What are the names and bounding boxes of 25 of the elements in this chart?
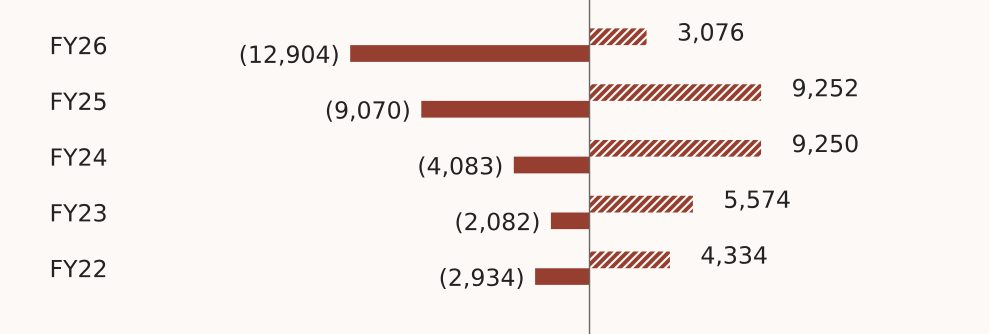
y-tick-label: FY22 [52, 260, 106, 278]
y-tick-label: FY23 [52, 204, 106, 222]
data-label: (12,904) [240, 44, 338, 66]
data-label: 4,334 [702, 246, 767, 266]
bar [590, 84, 762, 101]
bar [590, 28, 647, 46]
data-label: 9,250 [793, 134, 858, 155]
data-label: (2,934) [440, 268, 523, 289]
data-label: (4,083) [419, 156, 502, 178]
y-tick-label: FY25 [52, 92, 106, 110]
data-label: 5,574 [725, 190, 790, 211]
bar [550, 212, 590, 230]
bar [590, 196, 693, 212]
data-label: 9,252 [793, 78, 857, 100]
bar [350, 45, 590, 62]
data-label: 3,076 [678, 23, 744, 44]
data-label: (9,070) [326, 100, 409, 122]
bar [421, 100, 590, 118]
y-tick-label: FY24 [52, 148, 106, 166]
bar [535, 268, 590, 285]
bar [590, 251, 670, 268]
bar [590, 140, 762, 157]
bar [514, 156, 590, 174]
y-tick-label: FY26 [52, 36, 106, 54]
data-label: (2,082) [456, 212, 538, 234]
